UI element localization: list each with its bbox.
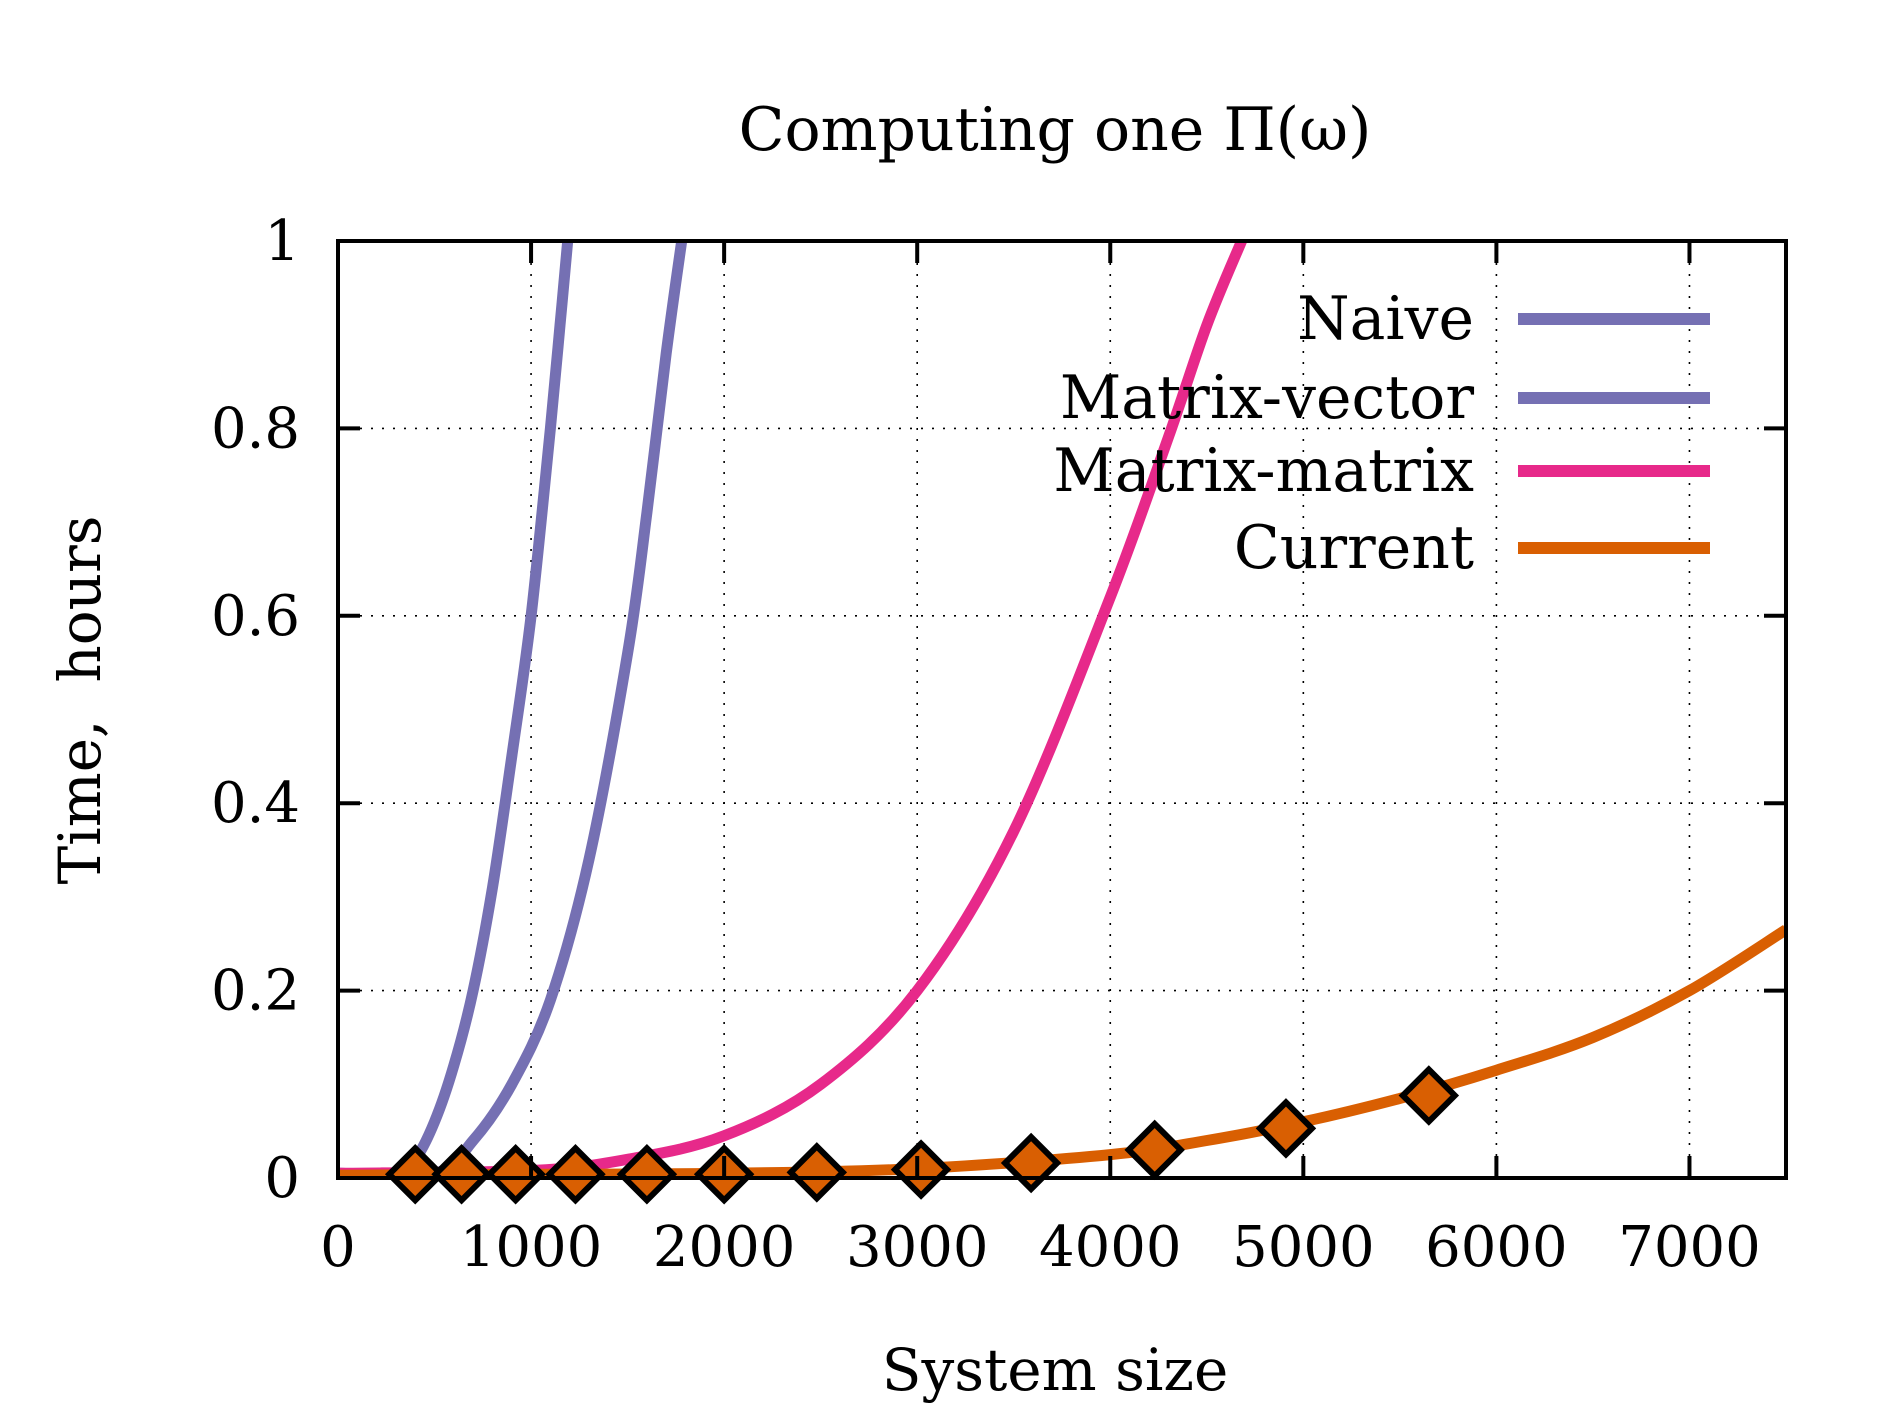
data-point-marker [1398,1065,1460,1126]
series-line-matrix-vector [338,241,688,1178]
legend-label-matrix-vector: Matrix-vector [1060,363,1474,433]
y-tick-label: 0.6 [211,584,300,649]
x-tick-label: 3000 [846,1215,989,1280]
x-tick-label: 2000 [653,1215,796,1280]
data-point-marker [1255,1098,1317,1159]
legend-label-naive: Naive [1297,284,1474,354]
x-tick-label: 0 [320,1215,356,1280]
series-line-current [338,925,1786,1178]
data-point-marker [890,1139,952,1200]
y-tick-label: 0.4 [211,771,300,836]
legend-label-current: Current [1234,513,1474,583]
x-tick-label: 6000 [1425,1215,1568,1280]
legend-label-matrix-matrix: Matrix-matrix [1053,436,1474,506]
y-tick-label: 0 [264,1146,300,1211]
y-tick-label: 0.8 [211,396,300,461]
plot-frame [336,239,1788,1180]
x-tick-label: 1000 [460,1215,603,1280]
y-tick-label: 0.2 [211,959,300,1024]
x-tick-label: 5000 [1232,1215,1375,1280]
x-tick-label: 7000 [1618,1215,1761,1280]
y-tick-label: 1 [264,209,300,274]
data-point-marker [545,1144,606,1205]
marker-layer [384,1065,1460,1205]
data-point-marker [485,1144,546,1205]
data-point-marker [1000,1132,1062,1194]
y-axis-title: Time, hours [46,516,114,885]
data-point-marker [616,1144,678,1205]
data-point-marker [786,1142,848,1203]
chart-title: Computing one Π(ω) [739,95,1372,165]
x-tick-label: 4000 [1039,1215,1182,1280]
x-axis-title: System size [882,1336,1229,1404]
data-point-marker [1124,1119,1185,1181]
data-point-marker [384,1144,446,1205]
series-line-matrix-matrix [338,241,1247,1178]
data-point-marker [431,1144,492,1205]
ticks: 0 1000 2000 3000 4000 5000 6000 7000 0 0.2 0.4 0.6 0… [211,209,1786,1280]
